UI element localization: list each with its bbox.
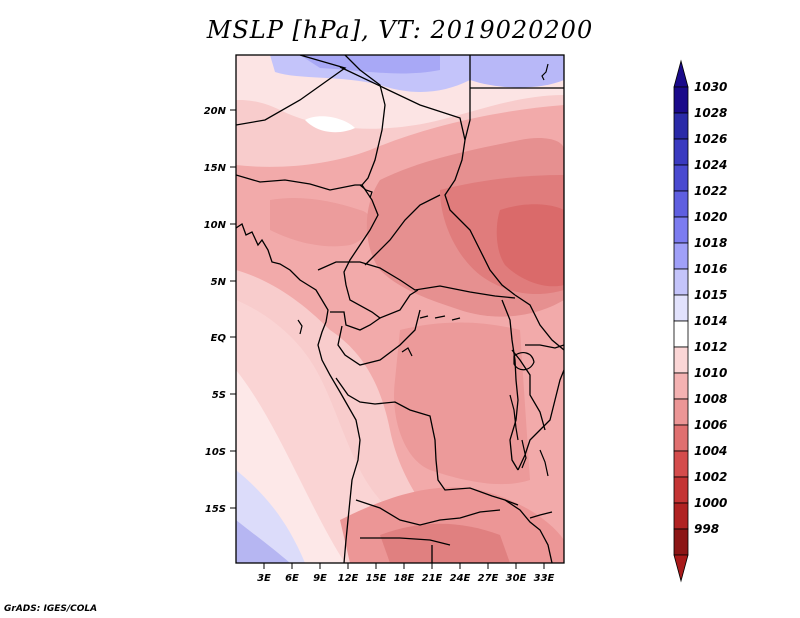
colorbar-bottom-arrow xyxy=(673,554,689,583)
pressure-field xyxy=(236,55,564,563)
country-borders xyxy=(236,55,564,563)
colorbar-label: 1016 xyxy=(694,262,727,276)
colorbar-swatch xyxy=(673,268,689,296)
colorbar-label: 1020 xyxy=(694,210,727,224)
colorbar: 1030 1028 1026 1024 1022 1020 1018 1016 1015 1014… xyxy=(673,59,727,583)
lon-label: 3E xyxy=(257,573,271,584)
colorbar-swatch xyxy=(673,346,689,374)
lon-labels: 3E 6E 9E 12E 15E 18E 21E 24E 27E 30E 33E xyxy=(257,573,554,584)
lon-label: 6E xyxy=(285,573,299,584)
lon-label: 30E xyxy=(506,573,527,584)
colorbar-swatch xyxy=(673,112,689,140)
lon-label: 27E xyxy=(478,573,499,584)
lat-label: 5N xyxy=(211,277,227,288)
colorbar-swatch xyxy=(673,450,689,478)
colorbar-swatch xyxy=(673,502,689,530)
colorbar-label: 1010 xyxy=(694,366,727,380)
lon-label: 21E xyxy=(422,573,443,584)
lon-label: 18E xyxy=(394,573,415,584)
lon-ticks xyxy=(263,563,545,569)
lat-ticks xyxy=(230,109,236,509)
colorbar-label: 1004 xyxy=(694,444,727,458)
lon-label: 12E xyxy=(338,573,359,584)
colorbar-swatch xyxy=(673,294,689,322)
colorbar-top-arrow xyxy=(673,59,689,88)
lon-label: 15E xyxy=(366,573,387,584)
colorbar-swatch xyxy=(673,190,689,218)
lat-label: 20N xyxy=(204,106,227,117)
lat-label: 10N xyxy=(204,220,227,231)
colorbar-swatch xyxy=(673,372,689,400)
lake-outlines xyxy=(297,63,553,519)
lat-label: 15S xyxy=(205,504,226,515)
colorbar-label: 1002 xyxy=(694,470,727,484)
colorbar-swatch xyxy=(673,138,689,166)
lon-label: 33E xyxy=(534,573,555,584)
colorbar-label: 1026 xyxy=(694,132,727,146)
lat-label: 5S xyxy=(212,390,226,401)
lon-label: 9E xyxy=(313,573,327,584)
lat-labels: 20N 15N 10N 5N EQ 5S 10S 15S xyxy=(204,106,227,515)
colorbar-swatch xyxy=(673,398,689,426)
colorbar-swatch xyxy=(673,476,689,504)
colorbar-label: 1000 xyxy=(694,496,727,510)
map-title: MSLP [hPa], VT: 2019020200 xyxy=(206,16,594,44)
colorbar-label: 998 xyxy=(694,522,719,536)
grads-credit: GrADS: IGES/COLA xyxy=(4,604,98,614)
colorbar-label: 1024 xyxy=(694,158,727,172)
map-frame xyxy=(235,54,565,564)
colorbar-swatch xyxy=(673,320,689,348)
colorbar-label: 1014 xyxy=(694,314,727,328)
colorbar-label: 1008 xyxy=(694,392,727,406)
colorbar-label: 1030 xyxy=(694,80,727,94)
colorbar-label: 1028 xyxy=(694,106,727,120)
colorbar-swatch xyxy=(673,424,689,452)
lon-label: 24E xyxy=(450,573,471,584)
colorbar-swatch xyxy=(673,242,689,270)
colorbar-swatch xyxy=(673,216,689,244)
colorbar-label: 1012 xyxy=(694,340,727,354)
colorbar-label: 1006 xyxy=(694,418,727,432)
colorbar-swatch xyxy=(673,164,689,192)
colorbar-label: 1022 xyxy=(694,184,727,198)
colorbar-label: 1018 xyxy=(694,236,727,250)
colorbar-label: 1015 xyxy=(694,288,727,302)
lat-label: 15N xyxy=(204,163,227,174)
colorbar-swatch xyxy=(673,528,689,556)
lat-label: EQ xyxy=(211,333,227,344)
lat-label: 10S xyxy=(205,447,226,458)
colorbar-swatch xyxy=(673,86,689,114)
